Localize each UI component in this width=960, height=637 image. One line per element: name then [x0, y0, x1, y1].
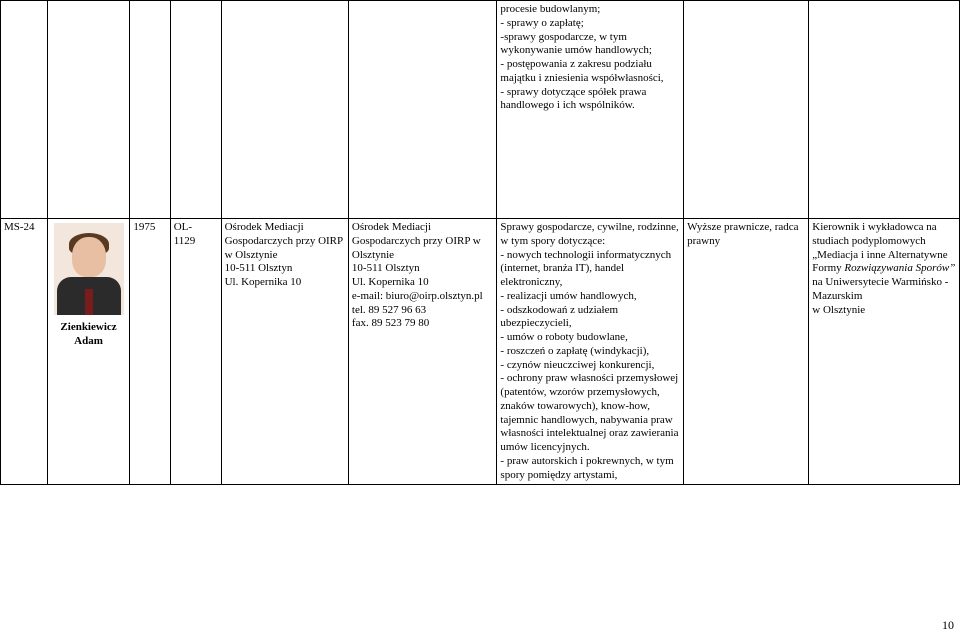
note-italic: Rozwiązywania Sporów” — [844, 262, 955, 274]
cell-num: OL- 1129 — [170, 219, 221, 485]
cell-addr: Ośrodek Mediacji Gospodarczych przy OIRP… — [348, 219, 497, 485]
cell-org — [221, 1, 348, 219]
note-tail: na Uniwersytecie Warmińsko - Mazurskimw … — [812, 276, 948, 316]
cell-note — [809, 1, 960, 219]
cell-qual: Wyższe prawnicze, radca prawny — [684, 219, 809, 485]
table-row: MS-24 Zienkiewicz Adam 1975 OL- 1129 Ośr… — [1, 219, 960, 485]
cell-id: MS-24 — [1, 219, 48, 485]
cell-num — [170, 1, 221, 219]
cell-qual — [684, 1, 809, 219]
cell-photo: Zienkiewicz Adam — [47, 219, 130, 485]
num-value: 1129 — [174, 235, 196, 247]
cell-year — [130, 1, 170, 219]
mediators-table: procesie budowlanym;- sprawy o zapłatę;-… — [0, 0, 960, 485]
cell-addr — [348, 1, 497, 219]
table-row: procesie budowlanym;- sprawy o zapłatę;-… — [1, 1, 960, 219]
cell-desc: procesie budowlanym;- sprawy o zapłatę;-… — [497, 1, 684, 219]
cell-note: Kierownik i wykładowca na studiach podyp… — [809, 219, 960, 485]
cell-photo — [47, 1, 130, 219]
person-photo — [54, 223, 124, 315]
cell-org: Ośrodek Mediacji Gospodarczych przy OIRP… — [221, 219, 348, 485]
cell-desc: Sprawy gospodarcze, cywilne, rodzinne, w… — [497, 219, 684, 485]
cell-id — [1, 1, 48, 219]
page-number: 10 — [942, 618, 954, 633]
person-firstname: Adam — [74, 335, 103, 347]
cell-year: 1975 — [130, 219, 170, 485]
num-prefix: OL- — [174, 221, 192, 233]
person-surname: Zienkiewicz — [60, 321, 116, 333]
note-line1: Kierownik i wykładowca na studiach podyp… — [812, 221, 936, 247]
